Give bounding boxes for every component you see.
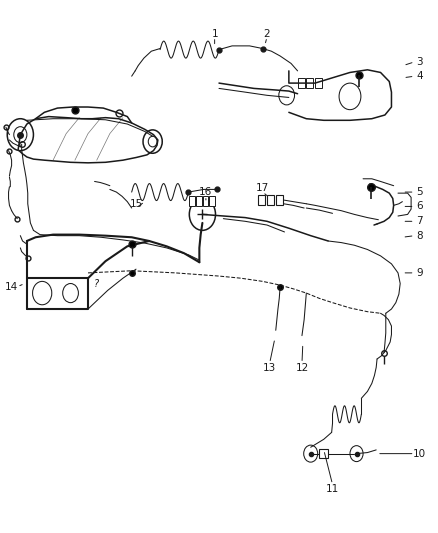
Text: 15: 15 <box>129 199 143 209</box>
Bar <box>306 78 313 88</box>
Bar <box>258 195 265 205</box>
Bar <box>203 196 208 206</box>
Bar <box>196 196 201 206</box>
Text: 12: 12 <box>295 362 309 373</box>
Text: 4: 4 <box>417 71 423 81</box>
Bar <box>189 196 194 206</box>
Text: 6: 6 <box>417 201 423 212</box>
Bar <box>209 196 215 206</box>
Bar <box>318 449 328 458</box>
Bar <box>276 195 283 205</box>
Text: 11: 11 <box>326 484 339 494</box>
Bar <box>297 78 304 88</box>
Text: 2: 2 <box>264 29 270 39</box>
Text: 13: 13 <box>263 362 276 373</box>
Text: 16: 16 <box>199 187 212 197</box>
Text: 5: 5 <box>417 187 423 197</box>
Text: 14: 14 <box>5 282 18 292</box>
Text: 17: 17 <box>256 183 269 193</box>
Text: ?: ? <box>94 279 99 288</box>
Text: 10: 10 <box>413 449 427 458</box>
Bar <box>267 195 274 205</box>
Text: 9: 9 <box>417 268 423 278</box>
Text: 8: 8 <box>417 231 423 241</box>
Bar <box>315 78 322 88</box>
Text: 3: 3 <box>417 57 423 67</box>
Text: 7: 7 <box>417 216 423 227</box>
Text: 1: 1 <box>211 29 218 39</box>
